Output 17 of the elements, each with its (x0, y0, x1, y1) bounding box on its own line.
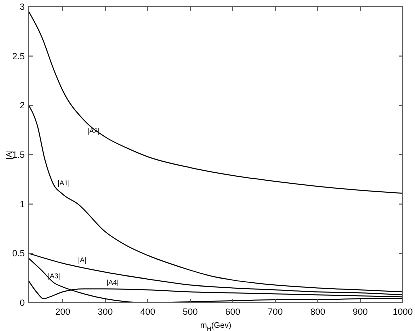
x-axis-title: m$_{H}$(Gev) (200, 321, 232, 331)
x-tick-label: 900 (352, 307, 368, 317)
y-axis-title: |A| (5, 150, 14, 160)
y-tick-label: 1 (20, 199, 25, 210)
y-tick-label: 0 (20, 298, 25, 308)
x-tick-label: 300 (98, 307, 114, 317)
y-tick-label: 2.5 (12, 51, 25, 62)
y-tick-label: 3 (20, 2, 25, 12)
x-tick-label: 700 (268, 307, 284, 317)
x-tick-label: 400 (140, 307, 156, 317)
y-tick-label: 0.5 (12, 248, 25, 259)
x-tick-label: 600 (225, 307, 241, 317)
y-tick-label: 2 (20, 100, 25, 111)
x-tick-label: 800 (310, 307, 326, 317)
x-tick-label: 500 (182, 307, 198, 317)
x-tick-label: 200 (55, 307, 71, 317)
x-tick-label: 1000 (392, 307, 414, 317)
